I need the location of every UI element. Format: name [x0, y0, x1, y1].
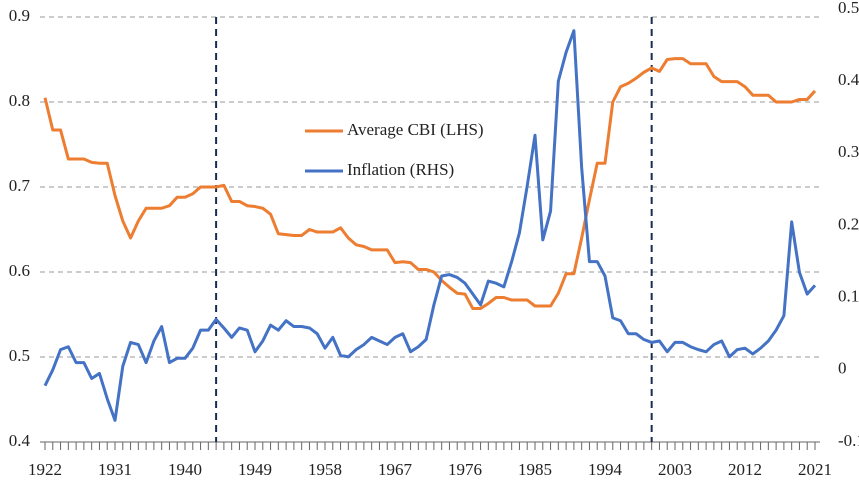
y-tick-label: 0.7: [9, 176, 31, 195]
y2-tick-label: 0.1: [838, 287, 859, 306]
y-tick-label: 0.6: [9, 261, 30, 280]
x-tick-label: 1967: [378, 460, 413, 479]
y2-tick-label: 0.2: [838, 214, 859, 233]
x-tick-label: 1931: [98, 460, 132, 479]
x-tick-label: 1994: [588, 460, 623, 479]
y2-tick-label: 0.3: [838, 142, 859, 161]
y-tick-label: 0.5: [9, 346, 30, 365]
legend-label: Average CBI (LHS): [347, 120, 484, 139]
x-tick-label: 1958: [308, 460, 342, 479]
y2-tick-label: -0.1: [838, 431, 859, 450]
y2-tick-label: 0.4: [838, 70, 859, 89]
x-tick-label: 1949: [238, 460, 272, 479]
x-tick-label: 1940: [168, 460, 202, 479]
x-tick-label: 1976: [448, 460, 482, 479]
x-tick-label: 1922: [28, 460, 62, 479]
y2-tick-label: 0.5: [838, 0, 859, 17]
y-tick-label: 0.9: [9, 6, 30, 25]
y-tick-label: 0.4: [9, 431, 31, 450]
x-tick-label: 2003: [658, 460, 692, 479]
x-tick-label: 2021: [798, 460, 832, 479]
x-tick-label: 2012: [728, 460, 762, 479]
series-line: [43, 57, 817, 311]
y2-tick-label: 0: [838, 359, 847, 378]
x-tick-label: 1985: [518, 460, 552, 479]
series-line: [43, 29, 817, 422]
legend-label: Inflation (RHS): [347, 160, 454, 179]
y-tick-label: 0.8: [9, 91, 30, 110]
